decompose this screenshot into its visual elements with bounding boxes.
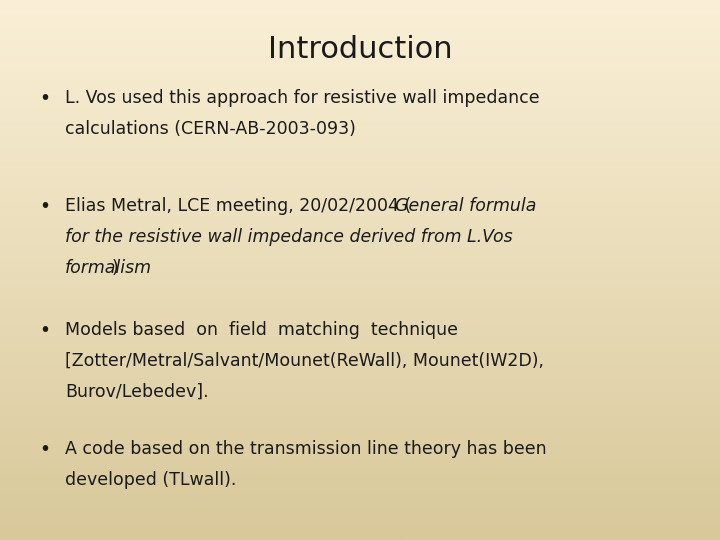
- Text: Models based  on  field  matching  technique: Models based on field matching technique: [65, 321, 458, 339]
- Text: ): ): [112, 259, 119, 276]
- Text: •: •: [40, 321, 50, 340]
- Text: for the resistive wall impedance derived from L.Vos: for the resistive wall impedance derived…: [65, 228, 513, 246]
- Text: calculations (CERN-AB-2003-093): calculations (CERN-AB-2003-093): [65, 120, 356, 138]
- Text: General formula: General formula: [395, 197, 536, 215]
- Text: [Zotter/Metral/Salvant/Mounet(ReWall), Mounet(IW2D),: [Zotter/Metral/Salvant/Mounet(ReWall), M…: [65, 352, 544, 370]
- Text: L. Vos used this approach for resistive wall impedance: L. Vos used this approach for resistive …: [65, 89, 539, 107]
- Text: A code based on the transmission line theory has been: A code based on the transmission line th…: [65, 440, 546, 458]
- Text: •: •: [40, 440, 50, 459]
- Text: Burov/Lebedev].: Burov/Lebedev].: [65, 383, 208, 401]
- Text: Elias Metral, LCE meeting, 20/02/2004 (: Elias Metral, LCE meeting, 20/02/2004 (: [65, 197, 411, 215]
- Text: •: •: [40, 89, 50, 108]
- Text: •: •: [40, 197, 50, 216]
- Text: developed (TLwall).: developed (TLwall).: [65, 471, 236, 489]
- Text: formalism: formalism: [65, 259, 152, 276]
- Text: Introduction: Introduction: [268, 35, 452, 64]
